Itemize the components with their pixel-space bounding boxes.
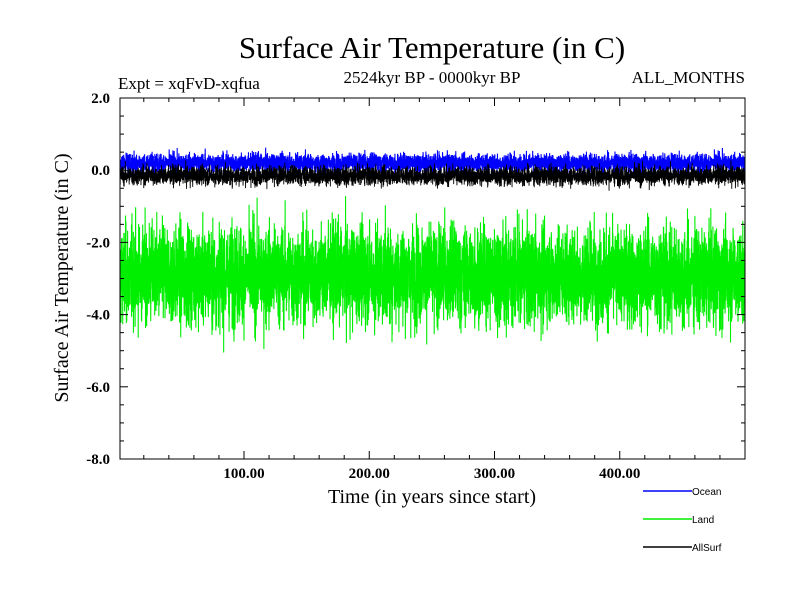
legend-label-allsurf: AllSurf [692, 543, 722, 554]
x-tick-label: 400.00 [599, 466, 640, 482]
legend-label-land: Land [692, 515, 714, 526]
y-tick-label: -8.0 [86, 452, 110, 468]
series-allsurf [119, 160, 746, 191]
series-layer [119, 147, 746, 353]
experiment-label: Expt = xqFvD-xqfua [118, 74, 260, 93]
x-tick-label: 300.00 [474, 466, 515, 482]
x-tick-label: 100.00 [223, 466, 264, 482]
legend: Ocean Land AllSurf [643, 487, 722, 554]
y-axis-title: Surface Air Temperature (in C) [51, 153, 73, 402]
x-axis-title: Time (in years since start) [328, 486, 536, 508]
y-tick-label: -2.0 [86, 235, 110, 251]
y-tick-label: -4.0 [86, 308, 110, 324]
y-tick-label: 2.0 [91, 91, 110, 107]
months-label: ALL_MONTHS [632, 68, 745, 87]
y-tick-label: 0.0 [91, 163, 110, 179]
series-land [119, 196, 746, 353]
period-label: 2524kyr BP - 0000kyr BP [344, 68, 521, 87]
legend-label-ocean: Ocean [692, 487, 721, 498]
x-tick-label: 200.00 [349, 466, 390, 482]
chart-title: Surface Air Temperature (in C) [239, 30, 625, 65]
ticks-layer: 2.0 0.0 -2.0 -4.0 -6.0 -8.0 100.00 200.00 300.00… [86, 91, 745, 482]
y-tick-label: -6.0 [86, 380, 110, 396]
